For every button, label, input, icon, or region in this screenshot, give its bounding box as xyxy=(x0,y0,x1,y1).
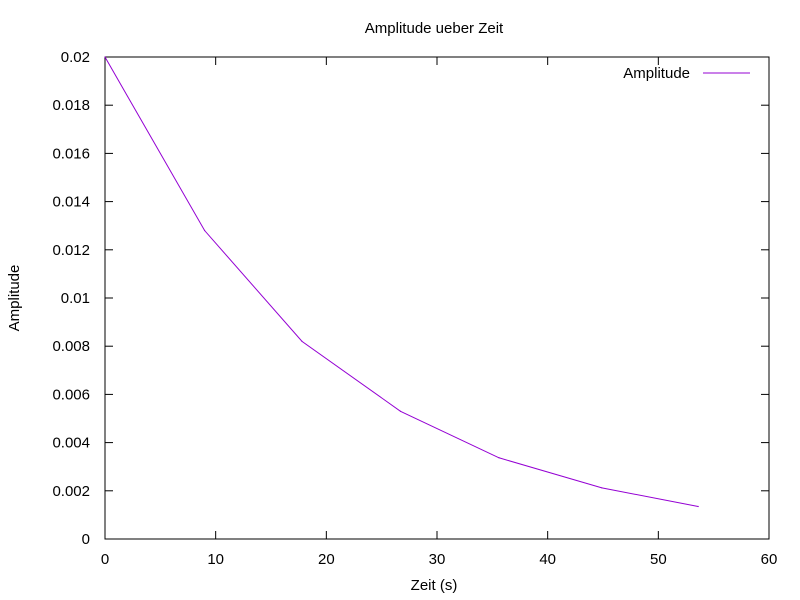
x-tick-label: 30 xyxy=(429,551,446,568)
y-tick-label: 0.016 xyxy=(52,145,90,162)
series-line-amplitude xyxy=(104,56,699,507)
legend: Amplitude xyxy=(623,65,750,82)
legend-label: Amplitude xyxy=(623,65,690,82)
x-tick-label: 50 xyxy=(650,551,667,568)
x-tick-label: 20 xyxy=(318,551,335,568)
y-tick-label: 0.018 xyxy=(52,97,90,114)
data-point xyxy=(498,457,500,459)
plot-area-frame xyxy=(104,56,770,540)
x-axis-label: Zeit (s) xyxy=(411,577,458,594)
y-tick-label: 0 xyxy=(82,531,90,548)
y-tick-label: 0.004 xyxy=(52,435,90,452)
y-tick-label: 0.014 xyxy=(52,194,90,211)
y-tick-label: 0.01 xyxy=(61,290,90,307)
data-point xyxy=(204,229,206,232)
y-tick-label: 0.006 xyxy=(52,386,90,403)
x-tick-label: 0 xyxy=(101,551,109,568)
data-point xyxy=(601,487,603,489)
y-tick-label: 0.012 xyxy=(52,242,90,259)
data-point xyxy=(104,56,106,58)
data-point xyxy=(697,505,699,508)
y-tick-label: 0.002 xyxy=(52,483,90,500)
y-tick-label: 0.02 xyxy=(61,49,90,66)
x-tick-label: 40 xyxy=(539,551,556,568)
chart-title: Amplitude ueber Zeit xyxy=(365,20,504,37)
data-point xyxy=(399,410,402,412)
y-tick-label: 0.008 xyxy=(52,338,90,355)
data-point xyxy=(301,340,303,342)
series-layer xyxy=(104,56,699,508)
x-tick-label: 60 xyxy=(761,551,778,568)
x-tick-label: 10 xyxy=(207,551,224,568)
y-axis-label: Amplitude xyxy=(6,265,23,332)
y-axis: 0 0.002 0.004 0.006 0.008 0.01 0.012 0.014 0.016… xyxy=(52,49,769,548)
x-axis: 0 10 20 30 40 50 60 xyxy=(101,57,778,568)
